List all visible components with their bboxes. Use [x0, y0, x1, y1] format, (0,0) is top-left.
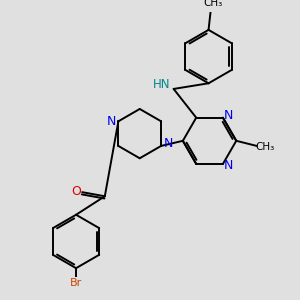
Text: HN: HN [152, 78, 170, 91]
Text: N: N [224, 109, 233, 122]
Text: Br: Br [70, 278, 82, 287]
Text: N: N [164, 137, 173, 150]
Text: O: O [71, 184, 81, 198]
Text: N: N [224, 160, 233, 172]
Text: CH₃: CH₃ [203, 0, 222, 8]
Text: N: N [106, 115, 116, 128]
Text: CH₃: CH₃ [255, 142, 275, 152]
